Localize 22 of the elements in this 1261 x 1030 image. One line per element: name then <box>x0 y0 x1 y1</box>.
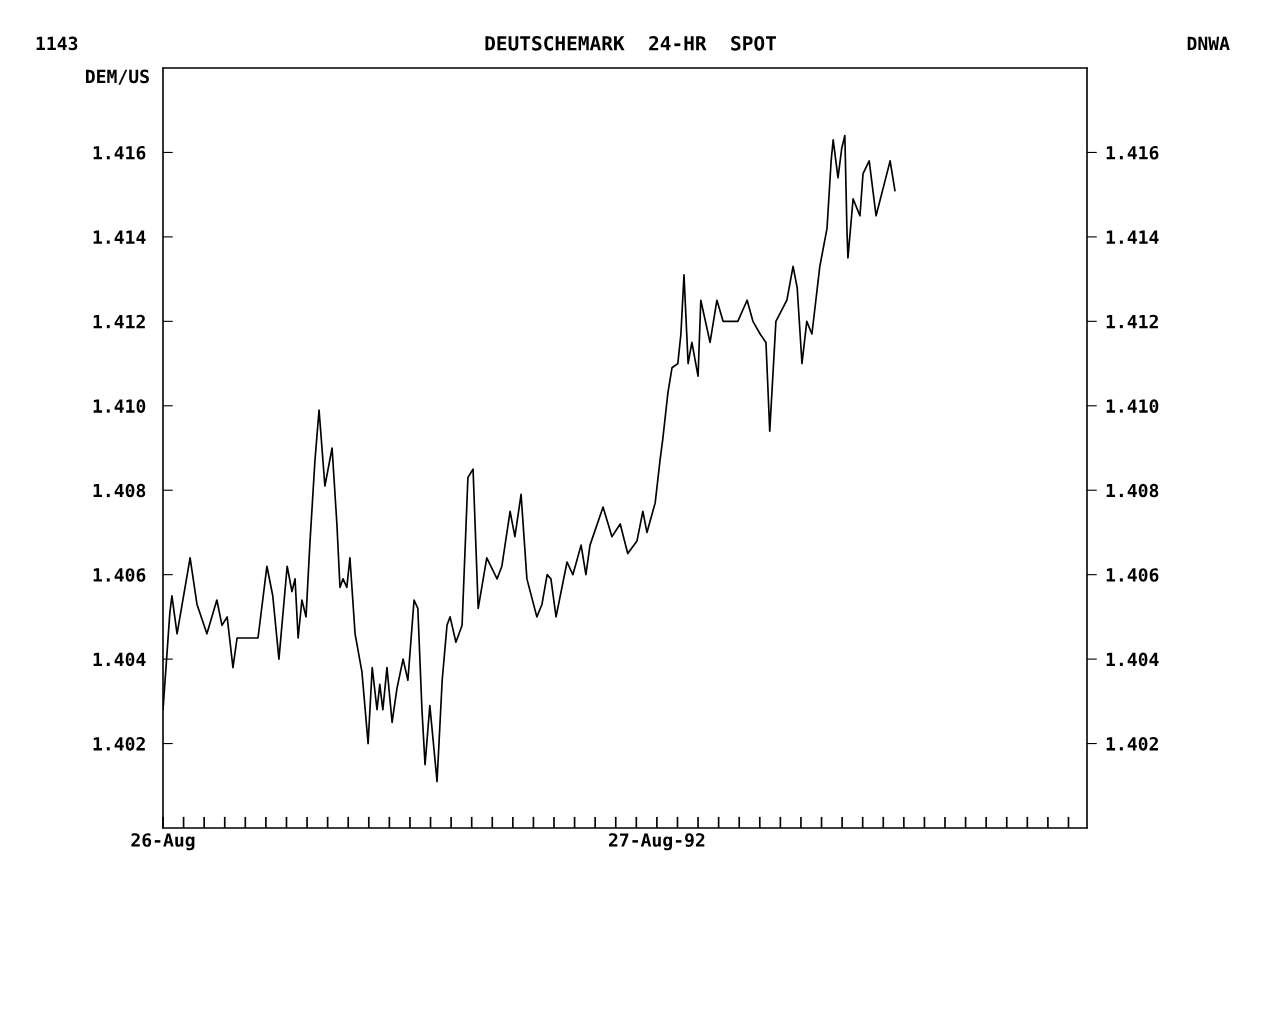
y2-tick-label: 1.404 <box>1106 652 1159 667</box>
y-tick-label: 1.412 <box>93 314 145 329</box>
y2-tick-label: 1.410 <box>1106 399 1159 413</box>
y2-tick-label: 1.414 <box>1106 230 1159 244</box>
y2-tick-label: 1.408 <box>1106 483 1159 498</box>
y-axis-title: DEM/US <box>85 69 149 85</box>
y2-tick-label: 1.412 <box>1106 314 1158 329</box>
y-tick-label: 1.406 <box>93 568 146 582</box>
y2-tick-label: 1.402 <box>1106 737 1158 751</box>
y2-tick-label: 1.406 <box>1106 568 1159 582</box>
y-tick-label: 1.410 <box>93 399 146 413</box>
x-tick-label: 27-Aug-92 <box>609 833 705 851</box>
y-tick-label: 1.408 <box>93 483 146 498</box>
y-tick-label: 1.414 <box>93 230 146 244</box>
x-tick-label: 26-Aug <box>131 833 195 851</box>
chart-title: DEUTSCHEMARK 24-HR SPOT <box>485 35 776 51</box>
y-tick-label: 1.404 <box>93 652 146 667</box>
text: DNWA <box>1187 36 1230 50</box>
y-tick-label: 1.402 <box>93 737 145 751</box>
text: 1143 <box>36 36 78 51</box>
y-tick-label: 1.416 <box>93 145 146 160</box>
y2-tick-label: 1.416 <box>1106 145 1159 160</box>
